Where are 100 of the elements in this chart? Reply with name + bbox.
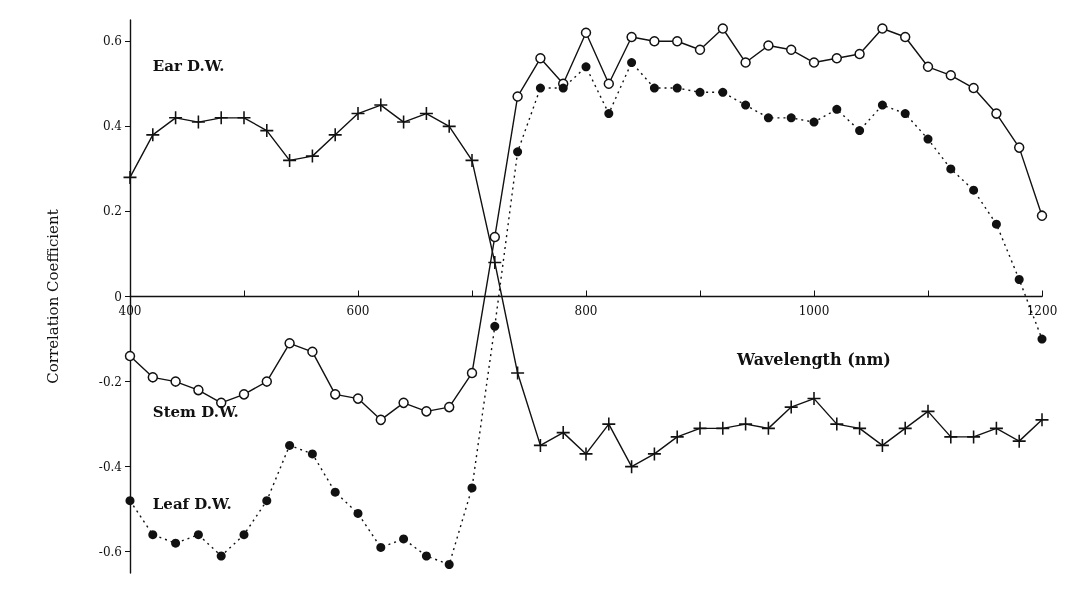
point (921, 404, 935, 418)
point (1035, 413, 1049, 427)
point (421, 406, 432, 417)
point (170, 376, 181, 387)
point (352, 393, 364, 404)
point (216, 551, 226, 561)
point (442, 119, 456, 133)
point (832, 104, 842, 114)
point (513, 147, 523, 157)
point (239, 530, 249, 540)
x-axis-title: Wavelength (nm) (736, 350, 891, 370)
point (351, 107, 365, 121)
point (375, 414, 387, 426)
y-tick-label: 0.2 (102, 204, 122, 219)
point (1014, 274, 1024, 284)
point (329, 389, 341, 400)
point (695, 87, 705, 97)
point (466, 367, 478, 379)
point (672, 83, 682, 93)
x-tick-label: 1200 (1026, 303, 1058, 318)
point (649, 83, 659, 93)
point (991, 108, 1002, 119)
point (307, 449, 317, 459)
point (535, 53, 546, 64)
point (944, 430, 958, 444)
point (148, 530, 158, 540)
point (741, 100, 751, 110)
point (191, 115, 205, 129)
point (125, 496, 135, 506)
point (739, 417, 753, 431)
point (193, 530, 203, 540)
y-tick-label: -0.4 (98, 459, 123, 474)
point (807, 392, 821, 406)
x-tick-label: 800 (574, 303, 598, 318)
point (785, 44, 797, 56)
point (123, 170, 137, 184)
point (831, 53, 843, 64)
point (968, 82, 979, 94)
point (647, 447, 661, 461)
point (285, 440, 295, 450)
point (444, 559, 454, 569)
point (627, 58, 637, 68)
point (169, 111, 183, 125)
point (376, 542, 386, 552)
point (604, 109, 614, 119)
point (488, 255, 502, 269)
point (260, 124, 274, 138)
point (603, 78, 615, 90)
y-tick-label: 0.4 (102, 119, 123, 134)
point (718, 87, 728, 97)
x-tick-label: 1000 (798, 303, 830, 318)
point (535, 83, 545, 93)
y-tick-label: -0.2 (98, 374, 122, 389)
point (900, 109, 910, 119)
point (237, 111, 251, 125)
point (763, 113, 773, 123)
point (1037, 334, 1047, 344)
point (556, 426, 570, 440)
point (899, 31, 911, 43)
point (512, 91, 523, 102)
point (284, 338, 295, 349)
point (581, 62, 591, 72)
point (580, 27, 592, 39)
point (305, 149, 319, 163)
point (1013, 142, 1025, 153)
point (262, 496, 272, 506)
point (214, 111, 228, 125)
y-axis-title: Correlation Coefficient (43, 209, 62, 384)
point (784, 400, 798, 414)
series-label: Leaf D.W. (152, 494, 232, 513)
point (671, 36, 683, 47)
point (969, 185, 979, 195)
point (398, 397, 409, 409)
point (967, 430, 981, 444)
point (922, 61, 934, 73)
point (328, 128, 342, 142)
point (397, 115, 411, 129)
point (694, 44, 706, 56)
point (307, 346, 318, 358)
point (465, 153, 479, 167)
point (443, 401, 455, 413)
point (855, 126, 865, 136)
point (353, 508, 363, 518)
point (511, 366, 525, 380)
point (763, 40, 774, 51)
x-tick-label: 600 (346, 303, 370, 318)
point (238, 389, 250, 400)
point (877, 23, 888, 34)
point (1012, 434, 1026, 448)
point (146, 128, 160, 142)
point (467, 483, 477, 493)
point (193, 384, 204, 396)
point (786, 113, 796, 123)
point (490, 321, 500, 331)
y-tick-label: -0.6 (98, 544, 122, 559)
point (670, 430, 684, 444)
point (946, 164, 956, 174)
point (489, 231, 501, 243)
point (830, 417, 844, 431)
point (923, 134, 933, 144)
